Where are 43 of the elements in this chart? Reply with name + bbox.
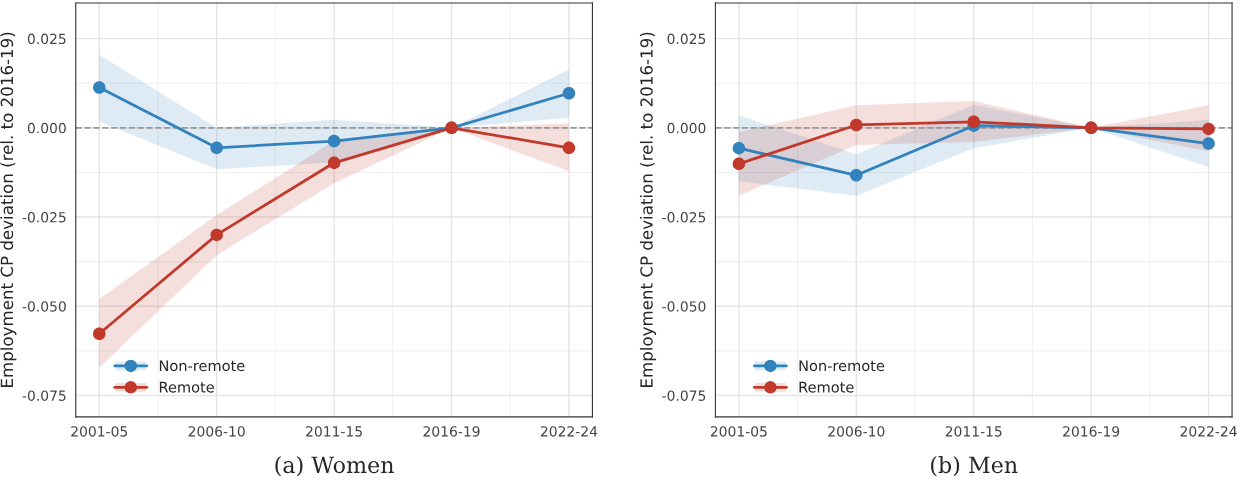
point xyxy=(210,228,223,242)
y-tick-label: -0.050 xyxy=(662,301,706,312)
y-tick-label: -0.075 xyxy=(662,390,706,401)
x-tick-label: 2022-24 xyxy=(540,426,598,437)
y-axis-title: Employment CP deviation (rel. to 2016-19) xyxy=(0,32,17,387)
point xyxy=(93,327,106,340)
point xyxy=(1202,122,1215,136)
x-axis-title: (b) Men xyxy=(931,456,1018,477)
point xyxy=(967,115,980,129)
point xyxy=(562,141,576,155)
x-tick-label: 2006-10 xyxy=(828,426,885,437)
x-tick-label: 2001-05 xyxy=(710,426,767,437)
y-tick-label: 0.000 xyxy=(27,122,66,134)
y-tick-label: -0.025 xyxy=(22,212,66,223)
x-tick-label: 2001-05 xyxy=(71,426,128,437)
point xyxy=(210,141,223,155)
legend-label: Remote xyxy=(799,381,854,393)
y-tick-label: 0.025 xyxy=(27,33,66,45)
y-axis-title: Employment CP deviation (rel. to 2016-19) xyxy=(639,32,657,387)
legend-label: Remote xyxy=(159,381,214,393)
y-tick-label: -0.050 xyxy=(22,301,66,312)
point xyxy=(732,141,746,155)
x-tick-label: 2006-10 xyxy=(188,426,245,437)
y-tick-label: -0.025 xyxy=(662,212,706,223)
point xyxy=(327,156,341,170)
x-tick-label: 2022-24 xyxy=(1180,426,1237,437)
point xyxy=(562,86,576,100)
legend-label: Non-remote xyxy=(799,360,885,372)
point xyxy=(850,169,863,182)
point xyxy=(732,157,746,171)
point xyxy=(1202,137,1215,150)
y-tick-label: -0.075 xyxy=(22,390,66,401)
y-tick-label: 0.000 xyxy=(667,122,706,134)
point xyxy=(327,134,341,148)
x-axis-title: (a) Women xyxy=(275,456,394,477)
x-tick-label: 2011-15 xyxy=(306,426,362,437)
legend-label: Non-remote xyxy=(159,360,245,372)
point xyxy=(93,81,106,94)
x-tick-label: 2011-15 xyxy=(945,426,1002,437)
y-tick-label: 0.025 xyxy=(667,33,706,45)
x-tick-label: 2016-19 xyxy=(1063,426,1120,437)
point xyxy=(850,118,863,132)
x-tick-label: 2016-19 xyxy=(423,426,480,437)
